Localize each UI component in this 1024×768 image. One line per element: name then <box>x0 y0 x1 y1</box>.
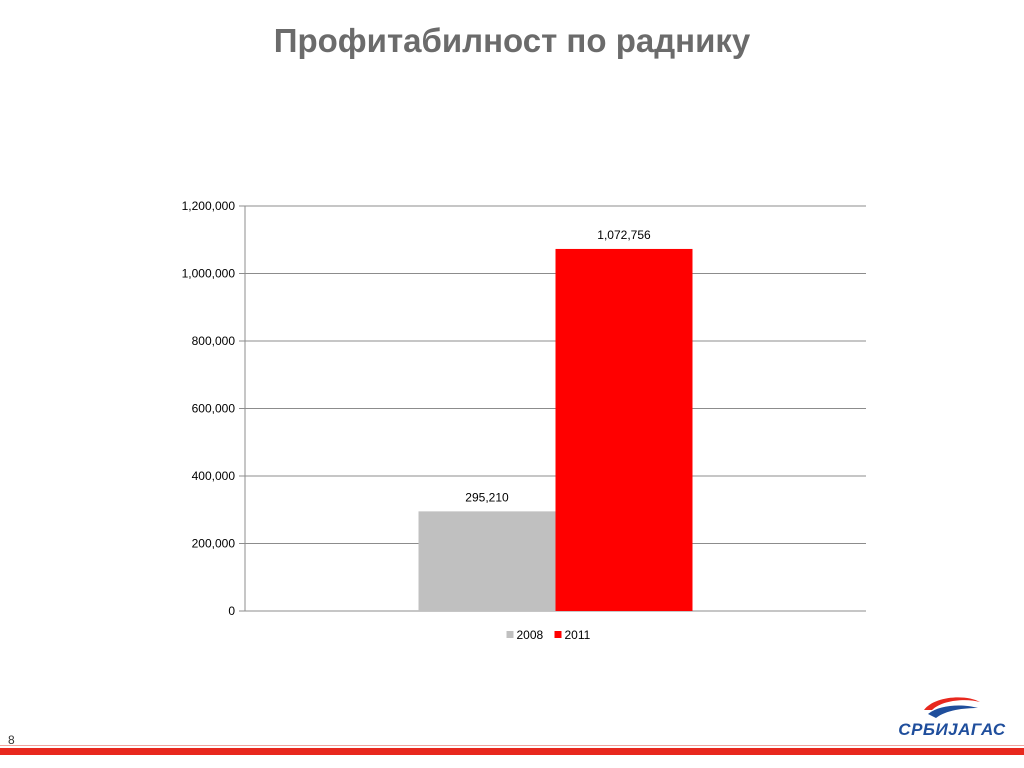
legend-label-2008: 2008 <box>517 628 544 642</box>
page-number: 8 <box>8 733 15 747</box>
bar-2008 <box>418 511 556 611</box>
data-label-2008: 295,210 <box>465 490 509 504</box>
y-tick-label: 0 <box>228 604 235 618</box>
footer-line <box>0 745 1024 746</box>
legend-label-2011: 2011 <box>565 628 591 642</box>
data-label-2011: 1,072,756 <box>597 228 651 242</box>
bar-2011 <box>555 248 693 611</box>
slide-title: Профитабилност по раднику <box>273 22 751 59</box>
y-tick-label: 800,000 <box>192 334 236 348</box>
y-tick-label: 1,200,000 <box>182 199 236 213</box>
bar-chart: 0 200,000 400,000 600,000 800,000 1,000,000 1,… <box>182 199 866 642</box>
y-tick-label: 1,000,000 <box>182 267 236 281</box>
y-tick-label: 600,000 <box>192 402 236 416</box>
logo-text: СРБИЈАГАС <box>898 720 1006 739</box>
srbijagas-logo: СРБИЈАГАС <box>890 694 1014 742</box>
legend-swatch-2011 <box>554 631 562 638</box>
y-tick-label: 400,000 <box>192 469 236 483</box>
y-tick-label: 200,000 <box>192 537 236 551</box>
legend-swatch-2008 <box>506 631 514 638</box>
logo-swoosh-icon <box>924 697 980 718</box>
footer-bar <box>0 748 1024 755</box>
